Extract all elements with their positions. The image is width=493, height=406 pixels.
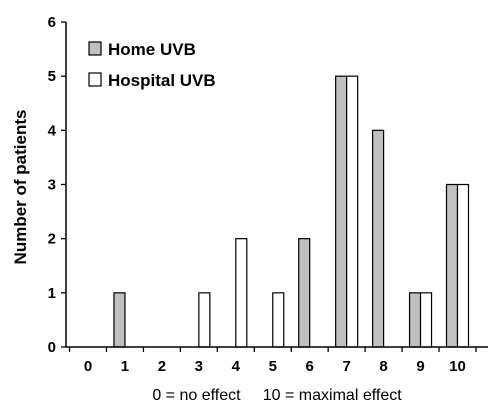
bar-home-8 (372, 129, 385, 348)
x-axis-label: 0 = no effect 10 = maximal effect (152, 387, 402, 404)
bar-home-9 (408, 292, 422, 348)
x-tick-label-8: 8 (379, 358, 387, 375)
bar-home-7 (335, 75, 348, 348)
x-tick-label-6: 6 (306, 358, 314, 375)
bar-hospital-9 (419, 292, 433, 348)
x-tick-label-7: 7 (342, 358, 350, 375)
y-tick-label-3: 3 (48, 177, 56, 194)
y-tick-label-6: 6 (48, 14, 56, 31)
bar-hospital-5 (272, 292, 285, 348)
plot-area: 0 1 2 3 4 5 6 0 1 2 3 4 5 6 7 8 9 10 (48, 14, 488, 375)
bar-hospital-3 (198, 292, 211, 348)
legend-swatch-hospital (88, 72, 102, 87)
bar-hospital-10 (456, 183, 470, 348)
legend-item-hospital: Hospital UVB (88, 71, 216, 90)
bar-hospital-4 (235, 238, 248, 348)
x-tick-label-2: 2 (158, 358, 166, 375)
legend-label-home: Home UVB (108, 40, 196, 59)
x-tick-label-10: 10 (449, 358, 466, 375)
x-tick-label-4: 4 (232, 358, 241, 375)
bar-home-6 (298, 238, 311, 348)
legend: Home UVB Hospital UVB (88, 40, 216, 90)
bar-hospital-7 (346, 75, 359, 348)
bar-home-1 (113, 292, 126, 348)
y-tick-label-2: 2 (48, 231, 56, 248)
x-tick-label-9: 9 (416, 358, 424, 375)
y-tick-label-5: 5 (48, 68, 56, 85)
x-tick-label-1: 1 (121, 358, 129, 375)
x-tick-label-0: 0 (84, 358, 92, 375)
legend-swatch-home (88, 41, 102, 56)
x-tick-label-5: 5 (269, 358, 277, 375)
legend-label-hospital: Hospital UVB (108, 71, 216, 90)
y-tick-label-4: 4 (48, 122, 57, 139)
y-axis-label: Number of patients (11, 110, 30, 265)
bar-home-10 (445, 183, 459, 348)
legend-item-home: Home UVB (88, 40, 196, 59)
y-tick-label-0: 0 (48, 339, 56, 356)
x-tick-label-3: 3 (195, 358, 203, 375)
y-tick-label-1: 1 (48, 285, 56, 302)
